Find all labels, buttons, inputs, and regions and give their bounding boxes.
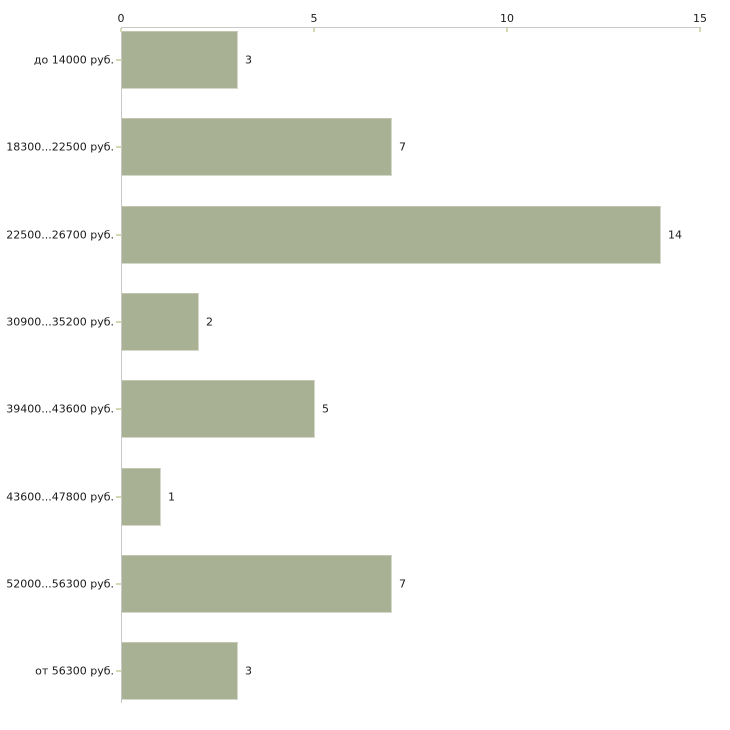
bar — [122, 642, 238, 701]
category-label: до 14000 руб. — [33, 53, 114, 67]
category-tick — [116, 582, 121, 585]
category-tick — [116, 408, 121, 411]
x-axis-tick — [506, 28, 508, 32]
category-tick — [116, 233, 121, 236]
category-label: 39400...43600 руб. — [6, 402, 114, 416]
value-label: 5 — [322, 402, 329, 416]
chart-row: от 56300 руб. 3 — [0, 642, 730, 701]
bar — [122, 205, 661, 264]
value-label: 7 — [399, 140, 406, 154]
chart-row: 22500...26700 руб. 14 — [0, 205, 730, 264]
chart-row: 52000...56300 руб. 7 — [0, 554, 730, 613]
bar — [122, 380, 315, 439]
value-label: 3 — [245, 664, 252, 678]
bar — [122, 31, 238, 89]
bar — [122, 467, 161, 526]
value-label: 2 — [206, 315, 213, 329]
category-label: 22500...26700 руб. — [6, 228, 114, 242]
value-label: 3 — [245, 53, 252, 67]
x-axis-tick-label: 15 — [693, 12, 707, 25]
category-label: 52000...56300 руб. — [6, 577, 114, 591]
category-tick — [116, 59, 121, 61]
category-label: 18300...22500 руб. — [6, 140, 114, 154]
value-label: 1 — [168, 490, 175, 503]
category-label: 30900...35200 руб. — [6, 315, 114, 329]
category-tick — [116, 146, 121, 149]
x-axis-line — [121, 27, 701, 28]
value-label: 14 — [668, 228, 682, 242]
value-label: 7 — [399, 577, 406, 591]
bar — [122, 554, 392, 613]
x-axis-tick-label: 10 — [500, 12, 514, 25]
x-axis-tick — [120, 28, 122, 32]
chart-row: до 14000 руб. 3 — [0, 31, 730, 89]
category-tick — [116, 670, 121, 673]
x-axis-tick-label: 5 — [310, 12, 318, 25]
bar — [122, 118, 392, 177]
category-tick — [116, 495, 121, 498]
chart-row: 30900...35200 руб. 2 — [0, 292, 730, 351]
chart-row: 43600...47800 руб. 1 — [0, 467, 730, 526]
x-axis-tick — [313, 28, 315, 32]
bar — [122, 292, 199, 351]
category-label: 43600...47800 руб. — [6, 490, 114, 503]
x-axis-tick-label: 0 — [117, 12, 125, 25]
category-tick — [116, 320, 121, 323]
x-axis-tick — [699, 28, 701, 32]
y-axis-line — [121, 27, 122, 703]
chart-row: 18300...22500 руб. 7 — [0, 118, 730, 177]
category-label: от 56300 руб. — [35, 664, 114, 678]
chart-row: 39400...43600 руб. 5 — [0, 380, 730, 439]
